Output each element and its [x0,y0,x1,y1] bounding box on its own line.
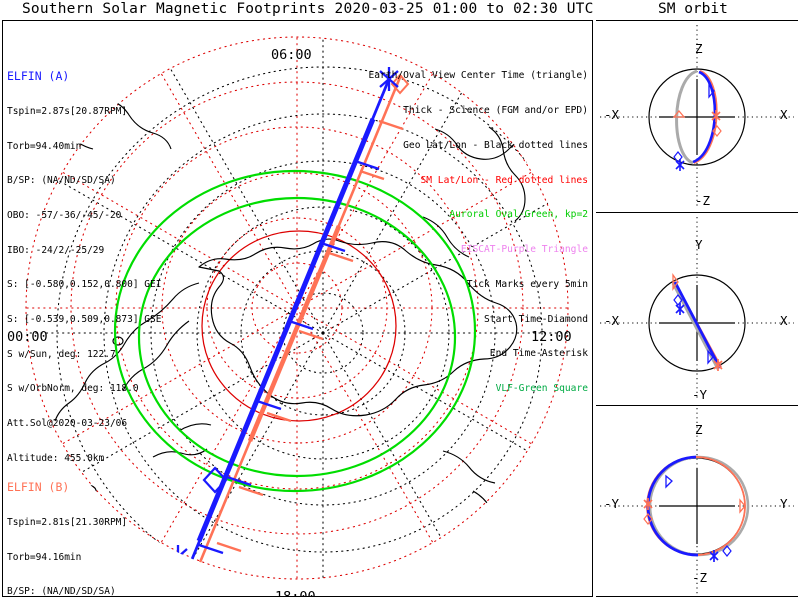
legend-item-start-time: Start Time-Diamond [484,313,588,325]
elfin-b-start-diamond [390,73,410,95]
yz-label-up: Z [695,421,703,437]
elfin-a-tspin: Tspin=2.87s[20.87RPM] [7,106,128,118]
legend-item-auroral-oval: Auroral Oval-Green, kp=2 [449,209,588,221]
orbit-xy-svg [600,217,794,402]
xy-start-triangle [672,273,679,292]
xy-gray-orbit [671,282,720,370]
clock-label-left: 00:00 [7,329,48,345]
elfin-b-tspin: Tspin=2.81s[21.30RPM] [7,517,128,529]
clock-label-right: 12:00 [531,329,572,345]
sm-lon-grid [25,36,569,580]
elfin-a-end-asterisk [379,67,399,91]
elfin-b-tickmarks [216,119,404,553]
yz-a-asterisk [709,549,719,562]
xy-label-left: -X [604,313,620,329]
legend-item-eiscat: EISCAT-Purple Triangle [460,244,588,256]
yz-b-asterisk [643,497,653,510]
xz-a-triangle [708,83,715,99]
xy-earth-circle [648,274,746,372]
elfin-a-att-sol: Att.Sol@2020-03-23/06 [7,417,128,429]
legend-item-thick-science: Thick - Science (FGM and/or EPD) [403,104,588,116]
xz-b-diamond [712,125,722,137]
elfin-b-info-block: ELFIN (B) Tspin=2.81s[21.30RPM] Torb=94.… [7,458,161,597]
xz-earth-circle [648,68,746,166]
yz-a-triangle [665,474,673,489]
orbit-panel-xz: Z -Z -X X [596,20,798,213]
legend-item-geo-grid: Geo Lat/Lon - Black dotted lines [403,139,588,151]
elfin-a-ibo: IBO: -24/2/-25/29 [7,244,105,256]
sm-orbit-column: Z -Z -X X [596,20,798,597]
elfin-a-obo: OBO: -57/-36/-45/-20 [7,210,122,222]
elfin-b-torb: Torb=94.16min [7,551,82,563]
xy-label-up: Y [695,237,703,253]
elfin-b-end-asterisk [188,577,192,580]
elfin-a-tickmarks [198,159,380,555]
xy-label-right: X [780,313,788,329]
xy-elfin-a-orbit [673,281,722,369]
elfin-b-track [187,73,410,580]
elfin-a-orbnorm-angle: S w/OrbNorm, deg: 118.0 [7,383,139,395]
xz-a-asterisk [675,159,685,171]
map-footer: Tsyganenko-1996 Created: Mon Jan 23 18:1… [418,582,592,596]
elfin-a-sun-angle: S w/Sun, deg: 122.7 [7,348,116,360]
legend-item-tick-marks: Tick Marks every 5min [466,278,588,290]
yz-right-triangle [739,497,746,514]
xy-a-triangle [707,349,714,366]
yz-a-diamond [722,544,732,557]
legend-item-end-time: End Time-Asterisk [489,348,588,360]
footprint-map-panel: ELFIN (A) Tspin=2.87s[20.87RPM] Torb=94.… [2,20,593,597]
yz-label-down: -Z [692,569,708,585]
clock-label-bottom: 18:00 [275,589,316,597]
xy-a-diamond [673,294,683,307]
xy-b-asterisk [713,359,723,372]
yz-b-diamond [643,512,653,525]
xz-center-triangle [672,109,686,118]
elfin-a-bsp: B/SP: (NA/ND/SD/SA) [7,175,116,187]
xz-label-right: X [780,107,788,122]
xz-label-down: -Z [695,193,711,208]
xz-b-asterisk [711,110,721,122]
auroral-oval-outer [113,169,477,493]
sm-orbit-title: SM orbit [658,1,728,17]
xy-a-asterisk [675,303,685,316]
elfin-a-label: ELFIN (A) [7,69,70,84]
orbit-xz-svg [600,25,794,209]
polar-map-svg [25,36,569,580]
sm-inner-circle [201,230,397,422]
xy-label-down: -Y [692,387,708,403]
page-title: Southern Solar Magnetic Footprints 2020-… [22,1,594,17]
elfin-a-s-gei: S: [-0.580,0.152,0.800] GEI [7,279,162,291]
orbit-yz-svg [600,407,794,596]
yz-label-left: -Y [604,495,620,511]
xz-label-up: Z [695,41,703,56]
elfin-b-bsp: B/SP: (NA/ND/SD/SA) [7,586,116,597]
auroral-oval-inner [137,196,457,478]
elfin-a-track [168,67,399,580]
clock-label-top: 06:00 [271,47,312,63]
legend-item-vlf: VLF-Green Square [495,383,588,395]
elfin-a-torb: Torb=94.40min [7,140,82,152]
yz-label-right: Y [780,495,788,511]
elfin-a-start-diamond [202,466,228,494]
elfin-a-s-gse: S: [-0.539,0.509,0.873] GSE [7,314,162,326]
elfin-b-label: ELFIN (B) [7,480,70,495]
legend-item-center-time: Earth/Oval View Center Time (triangle) [368,70,589,82]
map-legend: Earth/Oval View Center Time (triangle) T… [369,47,589,418]
orbit-panel-xy: Y -Y -X X [596,212,798,405]
elfin-a-info-block: ELFIN (A) Tspin=2.87s[20.87RPM] Torb=94.… [7,47,161,487]
legend-item-sm-grid: SM Lat/Lon - Red dotted lines [420,174,588,186]
elfin-a-altitude: Altitude: 455.0km [7,452,105,464]
orbit-panel-yz: Z -Z -Y Y [596,404,798,597]
xz-label-left: -X [604,107,620,122]
